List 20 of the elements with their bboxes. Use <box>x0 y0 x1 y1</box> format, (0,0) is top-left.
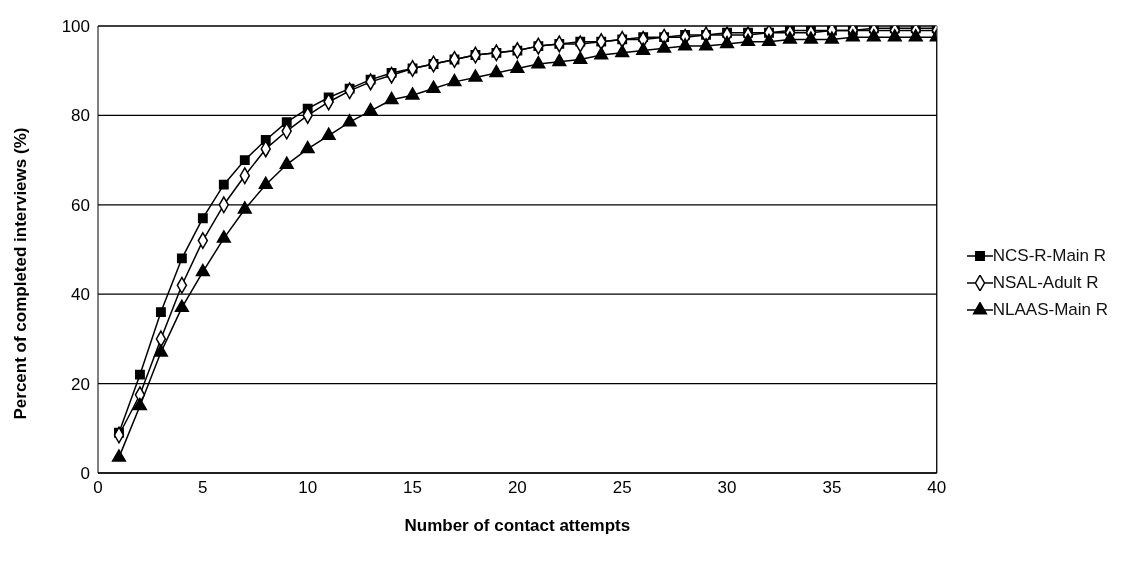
y-tick-label: 80 <box>71 106 90 126</box>
x-tick-label: 20 <box>507 478 527 498</box>
legend-label: NSAL-Adult R <box>992 273 1099 293</box>
legend-label: NLAAS-Main R <box>992 300 1108 320</box>
y-tick-label: 20 <box>71 374 90 394</box>
legend-label: NCS-R-Main R <box>992 246 1107 266</box>
x-tick-label: 30 <box>717 478 737 498</box>
y-tick-label: 60 <box>71 195 90 215</box>
x-tick-label: 25 <box>612 478 632 498</box>
x-axis-title: Number of contact attempts <box>404 516 631 535</box>
x-tick-label: 15 <box>403 478 422 498</box>
x-tick-label: 5 <box>198 478 208 498</box>
x-tick-label: 0 <box>93 478 103 498</box>
y-tick-label: 0 <box>80 464 90 484</box>
x-tick-label: 10 <box>298 478 318 498</box>
x-tick-label: 35 <box>822 478 842 498</box>
y-tick-label: 100 <box>61 17 90 37</box>
y-tick-label: 40 <box>71 285 90 305</box>
y-axis-title: Percent of completed interviews (%) <box>11 127 31 420</box>
x-tick-label: 40 <box>927 478 947 498</box>
